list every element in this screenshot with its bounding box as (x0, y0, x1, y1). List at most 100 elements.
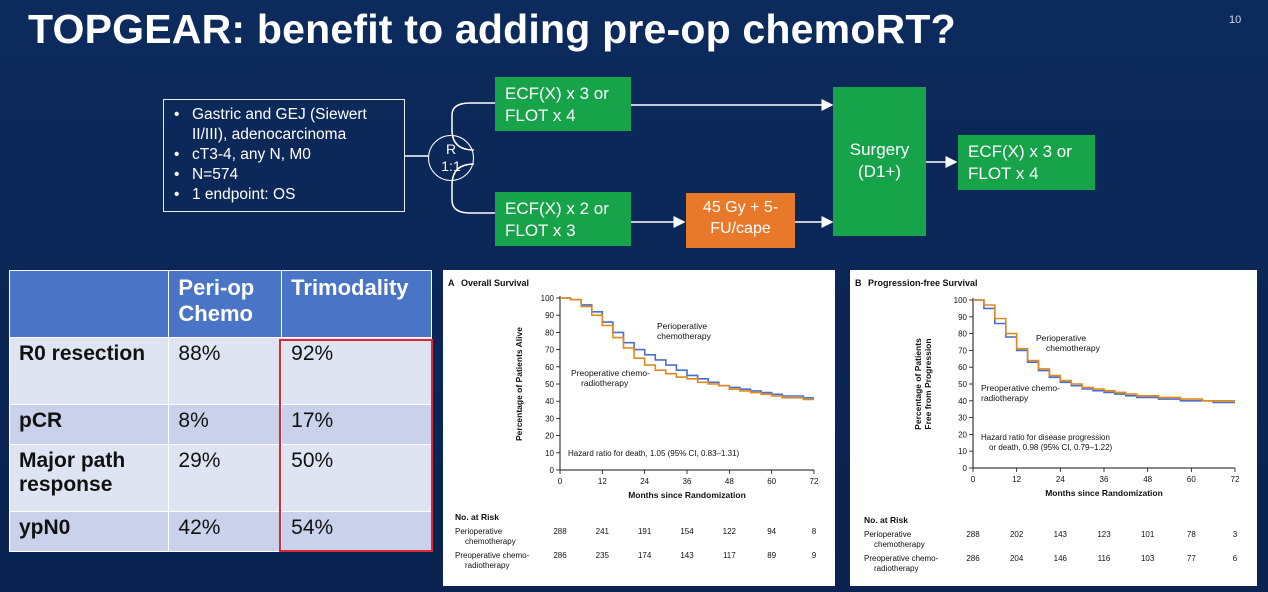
hazard-ratio-annotation: Hazard ratio for disease progression (981, 433, 1110, 442)
series-label: chemotherapy (657, 331, 712, 341)
os-chart-panel: A Overall Survival 0 10 20 30 40 50 60 70 80 90 100 0… (443, 270, 835, 586)
risk-count: 8 (812, 527, 817, 536)
surgery-box: Surgery (D1+) (833, 87, 926, 236)
hazard-ratio-annotation: Hazard ratio for death, 1.05 (95% CI, 0.… (568, 449, 740, 458)
x-tick-label: 0 (558, 477, 563, 486)
randomization-circle: R 1:1 (428, 135, 474, 181)
risk-count: 94 (767, 527, 776, 536)
y-tick-label: 40 (545, 397, 554, 406)
y-tick-label: 70 (958, 346, 967, 355)
x-tick-label: 60 (1187, 475, 1196, 484)
pfs-chart-panel: B Progression-free Survival 0 10 20 30 40 50 60 7… (850, 270, 1257, 586)
postop-box: ECF(X) x 3 or FLOT x 4 (958, 135, 1095, 190)
y-axis-label: Percentage of Patients Alive (514, 327, 524, 441)
panel-label: A (448, 278, 455, 288)
periop-value: 88% (168, 337, 283, 405)
panel-label: B (855, 278, 862, 288)
risk-count: 288 (966, 530, 980, 539)
x-tick-label: 48 (725, 477, 734, 486)
series-label: Perioperative (1036, 333, 1086, 343)
table-header-cell (8, 270, 170, 338)
risk-count: 143 (1054, 530, 1068, 539)
series-label: radiotherapy (581, 378, 629, 388)
design-connectors (405, 99, 958, 228)
series-label: Preoperative chemo- (981, 383, 1060, 393)
trimodality-value: 92% (281, 337, 432, 405)
risk-count: 146 (1054, 554, 1068, 563)
risk-count: 78 (1187, 530, 1196, 539)
chart-title: Progression-free Survival (868, 278, 978, 288)
risk-count: 154 (680, 527, 694, 536)
x-tick-label: 24 (1056, 475, 1065, 484)
slide-title: TOPGEAR: benefit to adding pre-op chemoR… (28, 6, 956, 52)
risk-count: 191 (638, 527, 652, 536)
risk-count: 174 (638, 551, 652, 560)
risk-count: 89 (767, 551, 776, 560)
y-tick-label: 100 (954, 296, 968, 305)
series-label: Preoperative chemo- (571, 368, 650, 378)
row-label: pCR (8, 404, 170, 445)
y-tick-label: 20 (545, 432, 554, 441)
series-label: Perioperative (657, 321, 707, 331)
y-tick-label: 100 (541, 294, 555, 303)
y-tick-label: 30 (545, 414, 554, 423)
risk-count: 286 (553, 551, 567, 560)
risk-count: 286 (966, 554, 980, 563)
risk-count: 77 (1187, 554, 1196, 563)
risk-count: 202 (1010, 530, 1024, 539)
y-tick-label: 50 (545, 380, 554, 389)
risk-count: 103 (1141, 554, 1155, 563)
x-tick-label: 72 (1231, 475, 1240, 484)
x-tick-label: 36 (683, 477, 692, 486)
table-header-cell: Trimodality (281, 270, 432, 338)
risk-count: 101 (1141, 530, 1155, 539)
x-tick-label: 60 (767, 477, 776, 486)
risk-count: 6 (1233, 554, 1238, 563)
radiation-box: 45 Gy + 5-FU/cape (686, 193, 795, 248)
arm2-box: ECF(X) x 2 or FLOT x 3 (495, 192, 631, 246)
risk-row-label: Perioperative (455, 527, 503, 536)
periop-value: 8% (168, 404, 283, 445)
x-tick-label: 36 (1100, 475, 1109, 484)
table-row: R0 resection 88% 92% (8, 337, 432, 405)
risk-count: 116 (1098, 554, 1111, 563)
eligibility-box: Gastric and GEJ (Siewert II/III), adenoc… (163, 99, 405, 212)
risk-count: 117 (723, 551, 736, 560)
y-tick-label: 0 (550, 466, 555, 475)
row-label: ypN0 (8, 511, 170, 552)
risk-count: 9 (812, 551, 817, 560)
criterion-item: Gastric and GEJ (Siewert II/III), adenoc… (174, 105, 396, 145)
risk-table-header: No. at Risk (864, 515, 908, 525)
risk-count: 143 (680, 551, 694, 560)
risk-table-header: No. at Risk (455, 512, 499, 522)
trimodality-value: 17% (281, 404, 432, 445)
risk-count: 122 (723, 527, 737, 536)
risk-row-label: Perioperative (864, 530, 912, 539)
trimodality-value: 50% (281, 444, 432, 512)
risk-count: 241 (596, 527, 610, 536)
risk-count: 235 (596, 551, 610, 560)
pfs-chart: B Progression-free Survival01020304050607… (855, 278, 1240, 573)
criterion-item: cT3-4, any N, M0 (174, 145, 396, 165)
survival-curve-preoperative (973, 299, 1235, 402)
risk-row-label: Preoperative chemo- (864, 554, 939, 563)
y-tick-label: 10 (545, 449, 554, 458)
periop-value: 29% (168, 444, 283, 512)
table-row: pCR 8% 17% (8, 404, 432, 445)
page-number: 10 (1229, 14, 1242, 26)
risk-row-label: chemotherapy (874, 540, 925, 549)
y-tick-label: 60 (545, 363, 554, 372)
y-tick-label: 80 (958, 330, 967, 339)
risk-row-label: Preoperative chemo- (455, 551, 530, 560)
x-tick-label: 12 (1012, 475, 1021, 484)
x-tick-label: 12 (598, 477, 607, 486)
risk-row-label: radiotherapy (874, 564, 918, 573)
y-tick-label: 90 (958, 313, 967, 322)
table-row: ypN0 42% 54% (8, 511, 432, 552)
risk-row-label: radiotherapy (465, 561, 509, 570)
series-label: radiotherapy (981, 393, 1029, 403)
chart-title: Overall Survival (461, 278, 529, 288)
y-tick-label: 70 (545, 346, 554, 355)
risk-count: 204 (1010, 554, 1024, 563)
